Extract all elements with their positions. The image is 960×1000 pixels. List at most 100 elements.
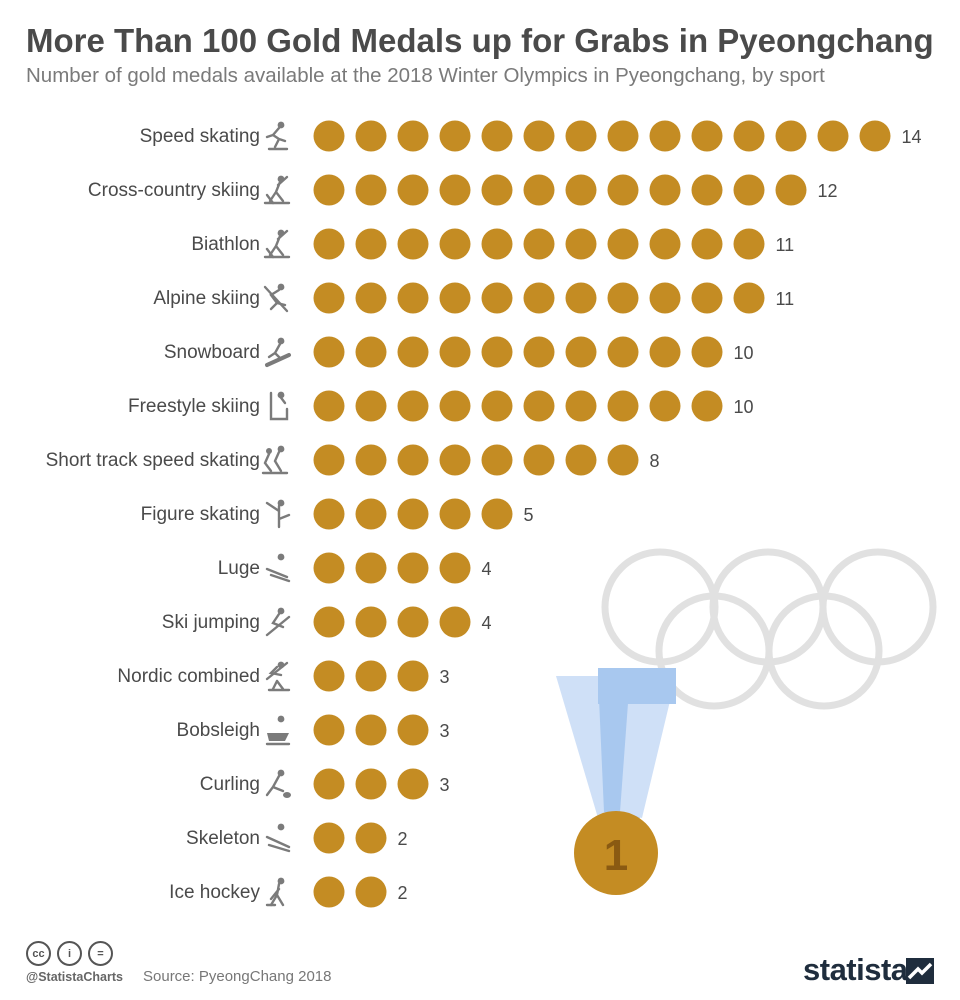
value-label: 8 <box>650 451 660 471</box>
chart-subtitle: Number of gold medals available at the 2… <box>26 64 825 87</box>
value-label: 11 <box>776 289 795 309</box>
medal-dot <box>355 228 387 260</box>
medal-dot <box>439 552 471 584</box>
category-label: Bobsleigh <box>177 720 260 741</box>
no-derivatives-icon: = <box>88 941 113 966</box>
medal-dot <box>523 174 555 206</box>
cross-country-skiing-icon <box>263 175 291 205</box>
ski-jumping-icon <box>265 607 291 637</box>
medal-dot <box>355 336 387 368</box>
category-label: Freestyle skiing <box>128 396 260 417</box>
medal-dot <box>313 120 345 152</box>
medal-dot <box>649 174 681 206</box>
medal-dot <box>313 444 345 476</box>
medal-dot <box>313 336 345 368</box>
medal-dot <box>439 228 471 260</box>
license-icons: cc i = <box>26 941 113 966</box>
chart-row: Bobsleigh 3 <box>177 714 450 746</box>
medal-dot <box>691 228 723 260</box>
medal-dot <box>607 336 639 368</box>
medal-dot <box>481 498 513 530</box>
chart-row: Skeleton 2 <box>186 822 408 854</box>
medal-dot <box>355 660 387 692</box>
medal-dot <box>313 282 345 314</box>
medal-dot <box>355 120 387 152</box>
medal-dot <box>691 282 723 314</box>
value-label: 3 <box>440 775 450 795</box>
medal-dot <box>607 120 639 152</box>
nordic-combined-icon <box>265 661 291 692</box>
chart-row: Cross-country skiing 12 <box>88 174 838 206</box>
value-label: 4 <box>482 613 492 633</box>
medal-dot <box>607 282 639 314</box>
attribution-icon: i <box>57 941 82 966</box>
medal-dot <box>397 174 429 206</box>
medal-dot <box>565 228 597 260</box>
chart-row: Speed skating 14 <box>140 120 922 152</box>
medal-dot <box>649 282 681 314</box>
category-label: Curling <box>200 774 260 795</box>
medal-dot <box>439 390 471 422</box>
biathlon-icon <box>263 229 291 259</box>
medal-dot <box>481 228 513 260</box>
chart-row: Ski jumping 4 <box>162 606 492 638</box>
chart-row: Freestyle skiing 10 <box>128 390 754 422</box>
medal-dot <box>523 336 555 368</box>
medal-dot <box>523 228 555 260</box>
category-label: Nordic combined <box>117 666 260 687</box>
medal-dot <box>565 120 597 152</box>
value-label: 4 <box>482 559 492 579</box>
category-label: Snowboard <box>164 342 260 363</box>
medal-dot <box>691 120 723 152</box>
medal-dot <box>313 876 345 908</box>
curling-icon <box>265 769 291 798</box>
medal-dot <box>649 120 681 152</box>
medal-dot <box>565 282 597 314</box>
medal-dot <box>859 120 891 152</box>
medal-dot <box>313 768 345 800</box>
chart-row: Ice hockey 2 <box>169 876 408 908</box>
medal-dot <box>733 228 765 260</box>
medal-dot <box>649 336 681 368</box>
medal-dot <box>397 768 429 800</box>
chart-title: More Than 100 Gold Medals up for Grabs i… <box>26 22 934 59</box>
twitter-handle[interactable]: @StatistaCharts <box>26 970 123 984</box>
medal-dot <box>775 120 807 152</box>
medal-dot <box>397 498 429 530</box>
medal-dot <box>481 120 513 152</box>
medal-dot <box>439 282 471 314</box>
statista-logo-icon <box>906 958 934 984</box>
chart-row: Biathlon 11 <box>191 228 794 260</box>
value-label: 2 <box>398 883 408 903</box>
medal-dot <box>733 174 765 206</box>
medal-dot <box>355 552 387 584</box>
medal-dot <box>313 498 345 530</box>
medal-dot <box>355 498 387 530</box>
statista-logo[interactable]: statista <box>803 952 908 987</box>
medal-dot <box>313 552 345 584</box>
medal-dot <box>565 444 597 476</box>
medal-dot <box>397 660 429 692</box>
medal-dot <box>313 822 345 854</box>
figure-skating-icon <box>265 499 291 529</box>
speed-skating-icon <box>265 121 289 151</box>
medal-dot <box>397 444 429 476</box>
chart-row: Figure skating 5 <box>141 498 534 530</box>
short-track-icon <box>261 445 289 475</box>
medal-dot <box>607 444 639 476</box>
medal-dot <box>439 606 471 638</box>
medal-dot <box>397 336 429 368</box>
medal-dot <box>397 120 429 152</box>
chart-row: Nordic combined 3 <box>117 660 450 692</box>
medal-dot <box>565 174 597 206</box>
category-label: Short track speed skating <box>46 450 260 471</box>
value-label: 2 <box>398 829 408 849</box>
medal-dot <box>481 336 513 368</box>
medal-dot <box>439 174 471 206</box>
medal-dot <box>397 390 429 422</box>
medal-number: 1 <box>604 831 628 880</box>
medal-dot <box>355 174 387 206</box>
category-label: Ice hockey <box>169 882 260 903</box>
chart-row: Short track speed skating 8 <box>46 444 660 476</box>
